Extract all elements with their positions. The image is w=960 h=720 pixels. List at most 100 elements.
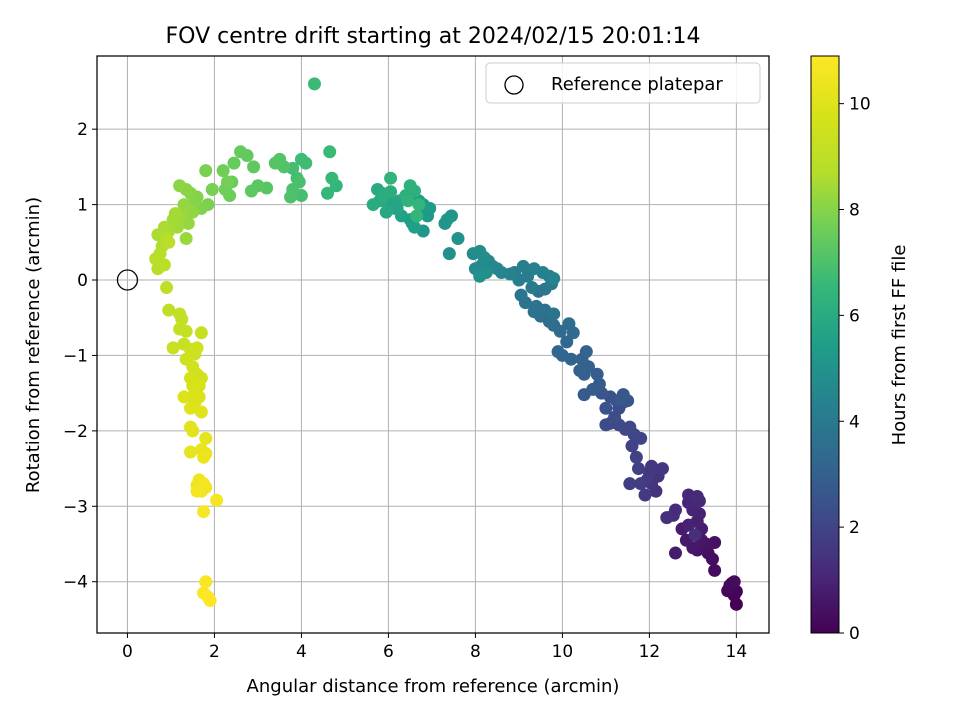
scatter-point: [412, 198, 426, 212]
colorbar-tick-label: 0: [849, 624, 860, 644]
scatter-point: [408, 220, 422, 234]
scatter-point: [166, 341, 180, 355]
scatter-point: [299, 156, 313, 170]
scatter-point: [529, 299, 543, 313]
scatter-point: [547, 272, 561, 286]
scatter-point: [179, 232, 193, 246]
scatter-point: [668, 546, 682, 560]
scatter-point: [688, 528, 702, 542]
x-tick-label: 12: [639, 642, 661, 662]
scatter-point: [179, 324, 193, 338]
scatter-point: [514, 288, 528, 302]
y-tick-label: −3: [63, 497, 88, 517]
colorbar-tick-label: 8: [849, 201, 860, 221]
colorbar-tick-label: 4: [849, 412, 860, 432]
scatter-point: [186, 205, 200, 219]
scatter-point: [177, 390, 191, 404]
scatter-point: [210, 493, 224, 507]
scatter-point: [690, 489, 704, 503]
scatter-point: [440, 213, 454, 227]
scatter-point: [379, 205, 393, 219]
colorbar-ticks: 0 2 4 6 8 10: [839, 95, 871, 644]
x-ticks: 0 2 4 6 8 10 12 14: [122, 633, 747, 662]
scatter-point: [234, 145, 248, 159]
scatter-point: [227, 156, 241, 170]
scatter-point: [190, 341, 204, 355]
scatter-point: [194, 405, 208, 419]
colorbar: [810, 55, 840, 634]
x-tick-label: 8: [470, 642, 481, 662]
scatter-point: [203, 594, 217, 608]
scatter-point: [197, 450, 211, 464]
scatter-point: [268, 156, 282, 170]
scatter-point: [199, 431, 213, 445]
scatter-point: [562, 317, 576, 331]
scatter-point: [451, 232, 465, 246]
scatter-point: [184, 401, 198, 415]
plot-frame: [96, 55, 770, 634]
scatter-point: [175, 312, 189, 326]
scatter-point: [660, 511, 674, 525]
scatter-point: [184, 445, 198, 459]
scatter-point: [579, 345, 593, 359]
data-points: [149, 77, 743, 611]
scatter-point: [638, 488, 652, 502]
scatter-point: [366, 198, 380, 212]
scatter-point: [160, 281, 174, 295]
scatter-point: [410, 209, 424, 223]
reference-marker-group: [116, 269, 139, 291]
scatter-point: [536, 265, 550, 279]
x-tick-label: 6: [383, 642, 394, 662]
legend-label: Reference platepar: [551, 74, 723, 95]
legend-box: [485, 62, 761, 104]
scatter-point: [199, 164, 213, 178]
colorbar-tick-label: 10: [849, 95, 871, 115]
scatter-point: [727, 575, 741, 589]
scatter-point: [192, 390, 206, 404]
x-tick-label: 14: [726, 642, 748, 662]
scatter-point: [599, 401, 613, 415]
scatter-point: [634, 477, 648, 491]
scatter-point: [401, 194, 415, 208]
scatter-point: [220, 175, 234, 189]
scatter-point: [599, 418, 613, 432]
scatter-point: [194, 326, 208, 340]
scatter-point: [560, 335, 574, 349]
legend-marker-open-circle: [504, 75, 524, 95]
scatter-point: [173, 179, 187, 193]
scatter-point: [516, 259, 530, 273]
colorbar-tick-label: 6: [849, 306, 860, 326]
scatter-point: [586, 382, 600, 396]
x-axis-label: Angular distance from reference (arcmin): [247, 676, 620, 697]
scatter-point: [157, 258, 171, 272]
scatter-point: [205, 183, 219, 197]
x-tick-label: 10: [552, 642, 574, 662]
scatter-point: [192, 379, 206, 393]
y-tick-label: −1: [63, 346, 88, 366]
scatter-point: [325, 171, 339, 185]
chart-title: FOV centre drift starting at 2024/02/15 …: [166, 24, 701, 49]
colorbar-label: Hours from first FF file: [889, 245, 910, 446]
scatter-point: [197, 505, 211, 519]
scatter-point: [473, 269, 487, 283]
scatter-point: [244, 184, 258, 198]
scatter-point: [162, 303, 176, 317]
scatter-point: [682, 518, 696, 532]
scatter-point: [614, 392, 628, 406]
scatter-point: [307, 77, 321, 91]
scatter-point: [323, 145, 337, 159]
y-axis-label: Rotation from reference (arcmin): [23, 197, 44, 493]
scatter-point: [384, 185, 398, 199]
scatter-point: [477, 250, 491, 264]
scatter-point: [551, 345, 565, 359]
legend: Reference platepar: [485, 62, 761, 104]
y-ticks: 2 1 0 −1 −2 −3 −4: [63, 120, 97, 593]
x-tick-label: 4: [296, 642, 307, 662]
scatter-point: [625, 439, 639, 453]
scatter-point: [199, 575, 213, 589]
scatter-point: [442, 247, 456, 261]
y-tick-label: 0: [77, 271, 88, 291]
y-tick-label: 1: [77, 196, 88, 216]
reference-platepar-marker: [116, 269, 139, 291]
